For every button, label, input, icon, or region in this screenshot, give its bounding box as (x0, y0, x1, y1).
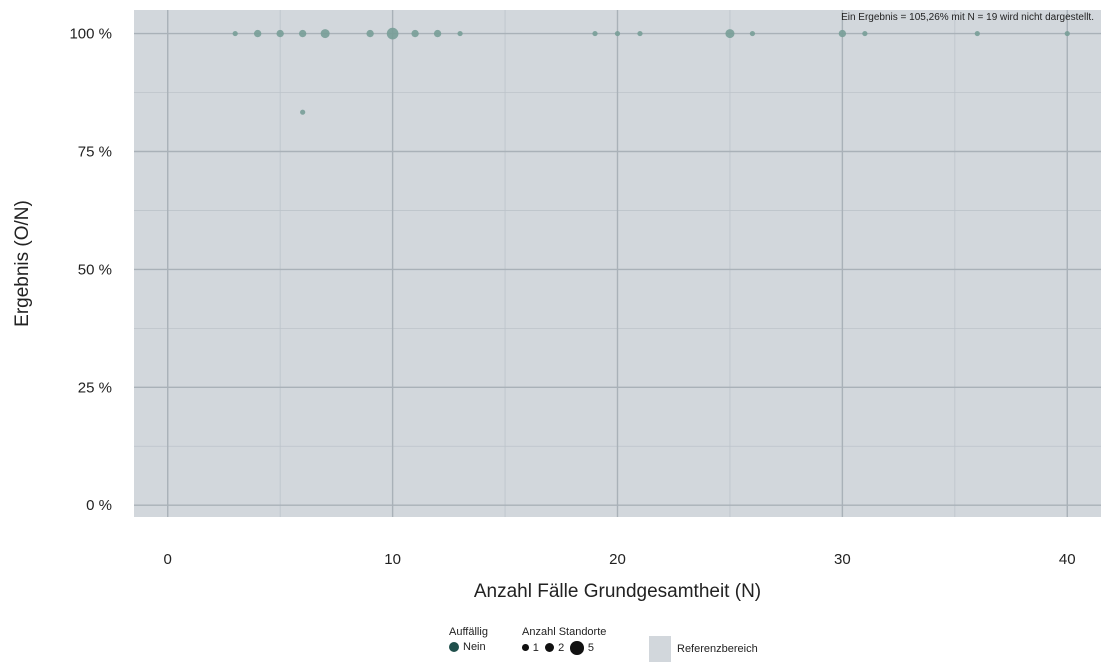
data-point (232, 30, 238, 37)
data-point (386, 27, 399, 40)
data-point (411, 29, 419, 38)
data-point (838, 29, 847, 38)
x-tick-label: 0 (164, 551, 172, 568)
data-point (637, 30, 643, 37)
data-points (232, 27, 1070, 115)
data-point (457, 30, 463, 37)
data-point (592, 30, 598, 37)
legend-size-title: Anzahl Standorte (522, 626, 607, 638)
data-point (974, 30, 980, 37)
grid-lines (134, 10, 1101, 517)
legend-size-dot (522, 644, 529, 652)
y-tick-labels: 0 % 25 % 50 % 75 % 100 % (69, 26, 112, 515)
scatter-chart: 0 % 25 % 50 % 75 % 100 % 0 10 20 30 40 Ein Ergeb… (12, 10, 1101, 602)
data-point (862, 30, 868, 37)
x-tick-label: 20 (609, 551, 626, 568)
data-point (276, 29, 284, 38)
legend-reference-label: Referenzbereich (677, 643, 758, 655)
legend-flag-title: Auffällig (449, 626, 488, 638)
y-tick-label: 0 % (86, 497, 112, 514)
data-point (298, 29, 307, 38)
data-point (366, 29, 374, 38)
legend: Auffällig Nein Anzahl Standorte 1 2 5 Refe… (0, 626, 1115, 666)
y-tick-label: 25 % (78, 379, 112, 396)
x-tick-label: 30 (834, 551, 851, 568)
legend-size-row: 1 2 5 (522, 641, 606, 655)
data-point (614, 30, 621, 37)
legend-size-dot (544, 643, 555, 653)
data-point (320, 29, 330, 39)
y-tick-label: 50 % (78, 261, 112, 278)
data-point (300, 109, 306, 115)
legend-flag-label: Nein (463, 641, 486, 653)
legend-size-dot (570, 641, 584, 655)
legend-flag-dot (449, 642, 459, 652)
legend-size-group: Anzahl Standorte 1 2 5 (522, 626, 606, 655)
y-tick-label: 75 % (78, 143, 112, 160)
x-tick-label: 10 (384, 551, 401, 568)
y-axis-title: Ergebnis (O/N) (12, 200, 33, 327)
data-point (254, 29, 262, 38)
y-tick-label: 100 % (69, 26, 112, 43)
data-point (725, 29, 735, 39)
data-point (1064, 30, 1070, 37)
data-point (433, 29, 442, 38)
x-tick-label: 40 (1059, 551, 1076, 568)
x-axis-title: Anzahl Fälle Grundgesamtheit (N) (474, 581, 761, 602)
legend-size-label: 1 (532, 641, 539, 654)
legend-flag-group: Auffällig Nein (449, 626, 492, 653)
legend-reference-swatch (649, 636, 671, 662)
chart-annotation: Ein Ergebnis = 105,26% mit N = 19 wird n… (841, 12, 1094, 23)
x-tick-labels: 0 10 20 30 40 (164, 551, 1076, 568)
data-point (749, 30, 756, 37)
legend-size-label: 2 (558, 641, 565, 654)
legend-size-label: 5 (587, 641, 595, 654)
legend-reference-group: Referenzbereich (649, 636, 764, 662)
